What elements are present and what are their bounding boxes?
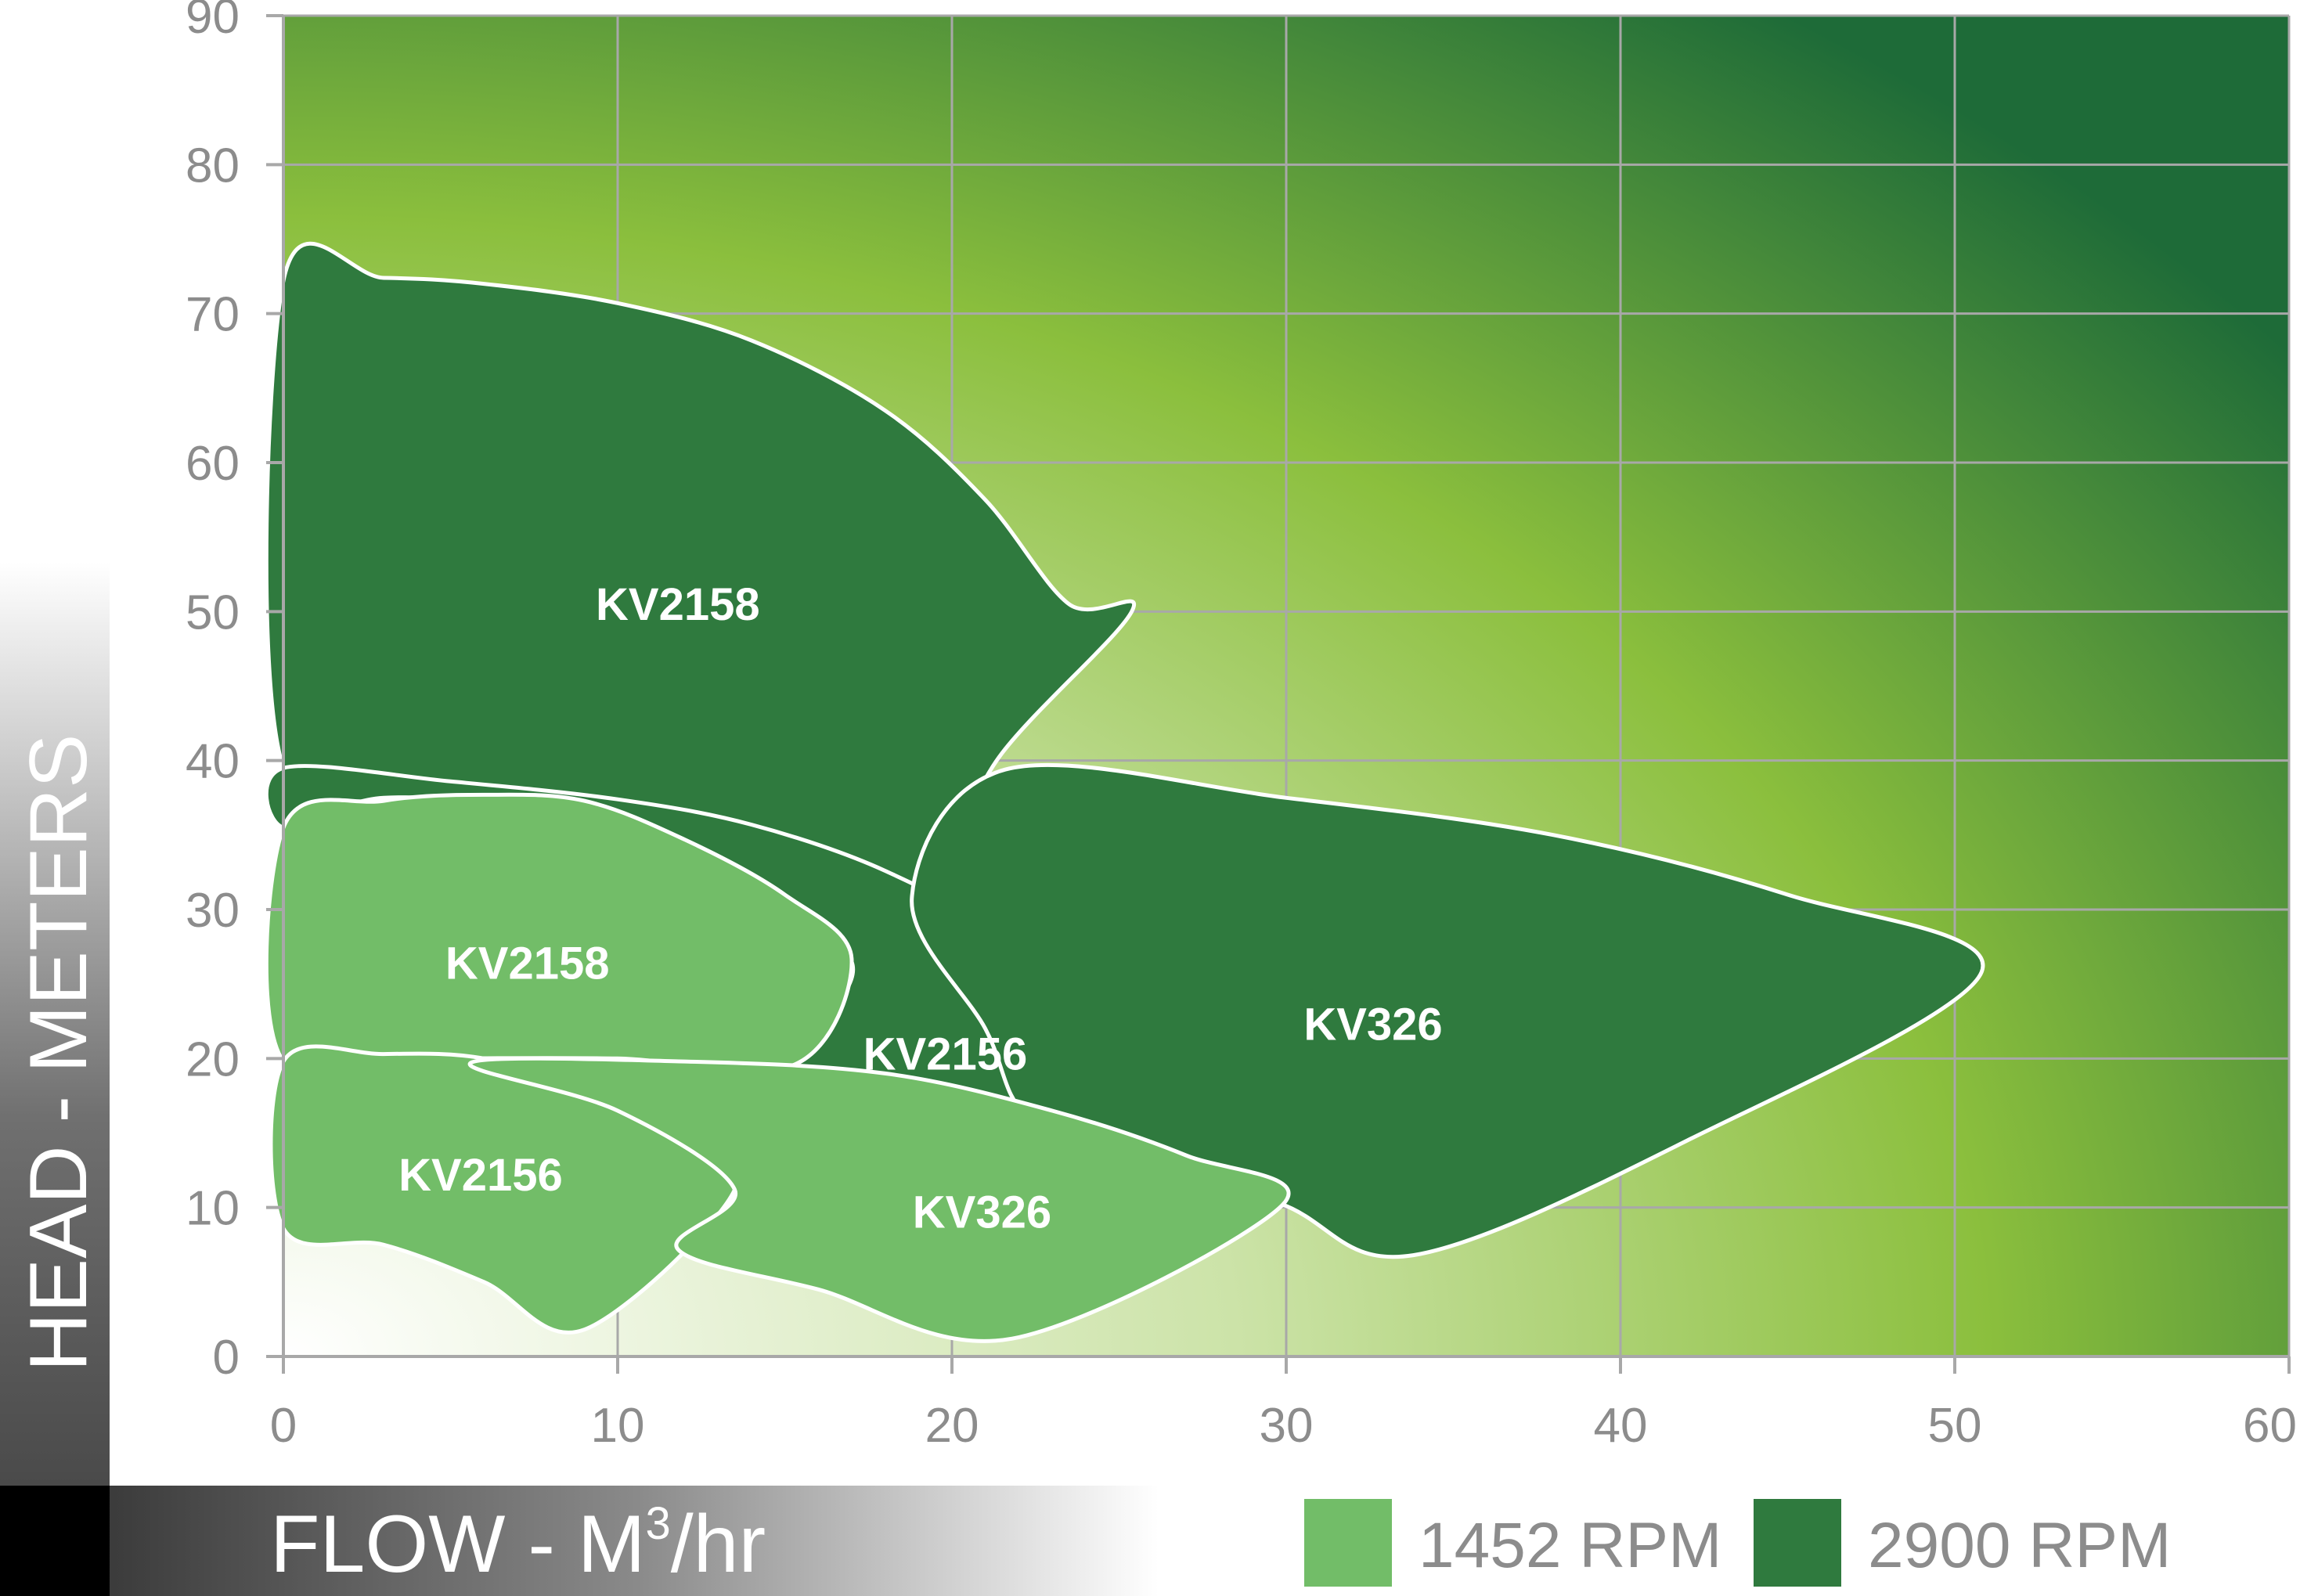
y-tick-label-50: 50 — [186, 585, 240, 639]
y-tick-label-90: 90 — [186, 0, 240, 44]
legend-swatch-2900 — [1754, 1499, 1841, 1587]
x-axis-title-sup: 3 — [645, 1498, 670, 1549]
y-tick-label-0: 0 — [213, 1331, 240, 1385]
x-tick-label-20: 20 — [925, 1399, 979, 1453]
y-tick-label-10: 10 — [186, 1182, 240, 1236]
region-label-kv2158-2900: KV2158 — [596, 579, 760, 630]
x-tick-label-60: 60 — [2243, 1399, 2297, 1453]
region-kv326-2900 — [910, 762, 1985, 1259]
y-tick-label-40: 40 — [186, 735, 240, 789]
corner-block — [0, 1486, 110, 1596]
y-axis-title-band — [0, 562, 110, 1486]
x-tick-label-10: 10 — [591, 1399, 645, 1453]
legend-label-2900: 2900 RPM — [1868, 1510, 2171, 1581]
x-axis-title-suffix: /hr — [671, 1499, 766, 1590]
region-kv326-1452 — [467, 1056, 1291, 1343]
x-axis-title-main: FLOW - M — [270, 1499, 645, 1590]
x-axis-title: FLOW - M3/hr — [270, 1498, 766, 1590]
x-tick-label-30: 30 — [1260, 1399, 1314, 1453]
region-label-kv326-2900: KV326 — [1303, 1000, 1442, 1050]
y-tick-label-80: 80 — [186, 139, 240, 193]
legend-label-1452: 1452 RPM — [1419, 1510, 1721, 1581]
tick-labels: 0 10 20 30 40 50 60 0 10 20 30 40 50 60 70 80 90 — [186, 0, 2297, 1453]
legend: 1452 RPM 2900 RPM — [1304, 1499, 2171, 1587]
region-label-kv326-1452: KV326 — [913, 1187, 1051, 1238]
regions: KV2158 KV2156 KV326 KV2158 KV2156 KV326 — [264, 241, 1985, 1343]
y-tick-label-60: 60 — [186, 437, 240, 491]
legend-swatch-1452 — [1304, 1499, 1392, 1587]
x-tick-label-50: 50 — [1928, 1399, 1982, 1453]
y-tick-label-30: 30 — [186, 884, 240, 938]
y-tick-label-70: 70 — [186, 288, 240, 342]
y-tick-label-20: 20 — [186, 1032, 240, 1086]
axes — [266, 14, 2291, 1374]
region-label-kv2158-1452: KV2158 — [445, 939, 610, 989]
region-label-kv2156-1452: KV2156 — [398, 1150, 563, 1201]
region-label-kv2156-2900: KV2156 — [863, 1029, 1028, 1080]
x-tick-label-0: 0 — [270, 1399, 297, 1453]
x-tick-label-40: 40 — [1594, 1399, 1648, 1453]
y-axis-title: HEAD - METERS — [13, 734, 104, 1372]
x-axis-title-band — [0, 1486, 1159, 1596]
